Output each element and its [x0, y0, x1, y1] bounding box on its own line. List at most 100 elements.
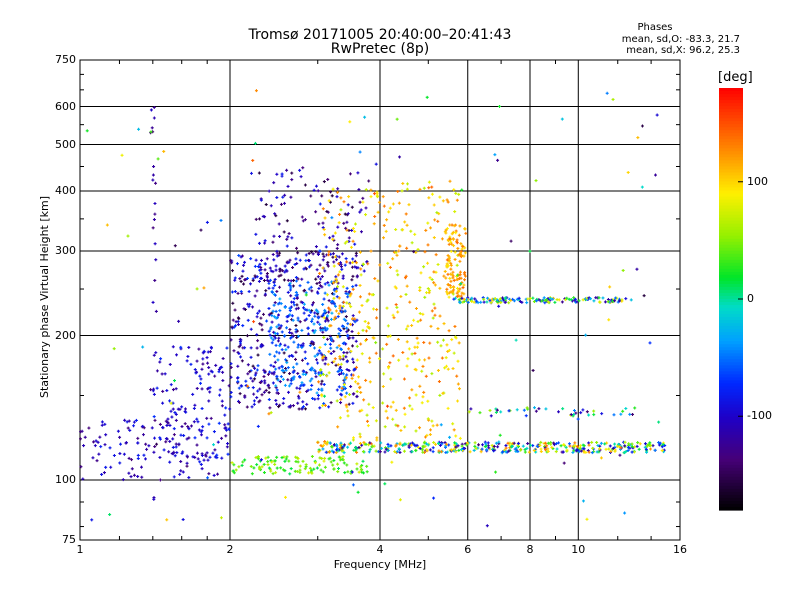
data-point [383, 450, 387, 454]
data-point [454, 231, 458, 235]
data-point [442, 322, 446, 326]
colorbar-segment [719, 317, 743, 321]
data-point [207, 366, 211, 370]
colorbar-segment [719, 314, 743, 318]
colorbar-segment [719, 413, 743, 418]
data-point [268, 266, 272, 270]
data-point [206, 361, 210, 365]
data-point [445, 198, 449, 202]
data-point [311, 301, 315, 305]
data-point [399, 428, 403, 432]
data-point [271, 270, 275, 274]
data-point [402, 406, 406, 410]
data-point [470, 296, 474, 300]
data-point [295, 470, 299, 474]
data-point [340, 310, 344, 314]
data-point [168, 460, 172, 464]
data-point [179, 460, 183, 464]
data-point [473, 297, 477, 301]
data-point [469, 407, 473, 411]
data-point [79, 430, 83, 434]
data-point [598, 300, 602, 304]
colorbar-segment [719, 449, 743, 454]
data-point [333, 315, 337, 319]
data-point [201, 425, 205, 429]
data-point [497, 440, 501, 444]
x-tick-label: 8 [526, 543, 534, 556]
data-point [655, 113, 659, 117]
data-point [454, 450, 458, 454]
data-point [325, 210, 329, 214]
data-point [268, 333, 272, 337]
data-point [252, 399, 256, 403]
data-point [436, 327, 440, 331]
data-point [274, 316, 278, 320]
data-point [341, 357, 345, 361]
data-point [334, 309, 338, 313]
data-point [345, 240, 349, 244]
data-point [341, 285, 345, 289]
data-point [339, 401, 343, 405]
data-point [460, 444, 464, 448]
data-point [226, 452, 230, 456]
data-point [366, 262, 370, 266]
data-point [253, 373, 257, 377]
data-point [309, 285, 313, 289]
data-point [340, 386, 344, 390]
data-point [198, 374, 202, 378]
data-point [555, 442, 559, 446]
data-point [267, 390, 271, 394]
data-point [90, 518, 94, 522]
data-point [317, 249, 321, 253]
data-point [509, 298, 513, 302]
data-point [236, 376, 240, 380]
data-point [459, 294, 463, 298]
data-point [319, 468, 323, 472]
data-point [356, 490, 360, 494]
data-point [404, 327, 408, 331]
data-point [559, 444, 563, 448]
data-point [289, 294, 293, 298]
data-point [381, 195, 385, 199]
data-point [449, 285, 453, 289]
data-point [266, 463, 270, 467]
data-point [185, 359, 189, 363]
data-point [158, 455, 162, 459]
data-point [195, 451, 199, 455]
data-point [330, 449, 334, 453]
data-point [463, 246, 467, 250]
data-point [548, 296, 552, 300]
colorbar-segment [719, 220, 743, 225]
data-point [414, 250, 418, 254]
data-point [479, 450, 483, 454]
data-point [332, 292, 336, 296]
data-point [334, 289, 338, 293]
colorbar-segment [719, 211, 743, 216]
data-point [232, 463, 236, 467]
data-point [488, 408, 492, 412]
data-point [423, 250, 427, 254]
data-point [460, 296, 464, 300]
data-point [180, 425, 184, 429]
data-point [224, 426, 228, 430]
data-point [645, 450, 649, 454]
data-point [579, 449, 583, 453]
data-point [493, 297, 497, 301]
data-point [495, 298, 499, 302]
data-point [393, 450, 397, 454]
data-point [361, 450, 365, 454]
data-point [147, 444, 151, 448]
data-point [240, 274, 244, 278]
data-point [265, 319, 269, 323]
data-point [303, 183, 307, 187]
data-point [262, 368, 266, 372]
data-point [574, 411, 578, 415]
data-point [412, 318, 416, 322]
data-point [432, 270, 436, 274]
data-point [271, 286, 275, 290]
data-point [322, 316, 326, 320]
data-point [329, 401, 333, 405]
data-point [321, 372, 325, 376]
data-point [398, 442, 402, 446]
data-point [207, 372, 211, 376]
